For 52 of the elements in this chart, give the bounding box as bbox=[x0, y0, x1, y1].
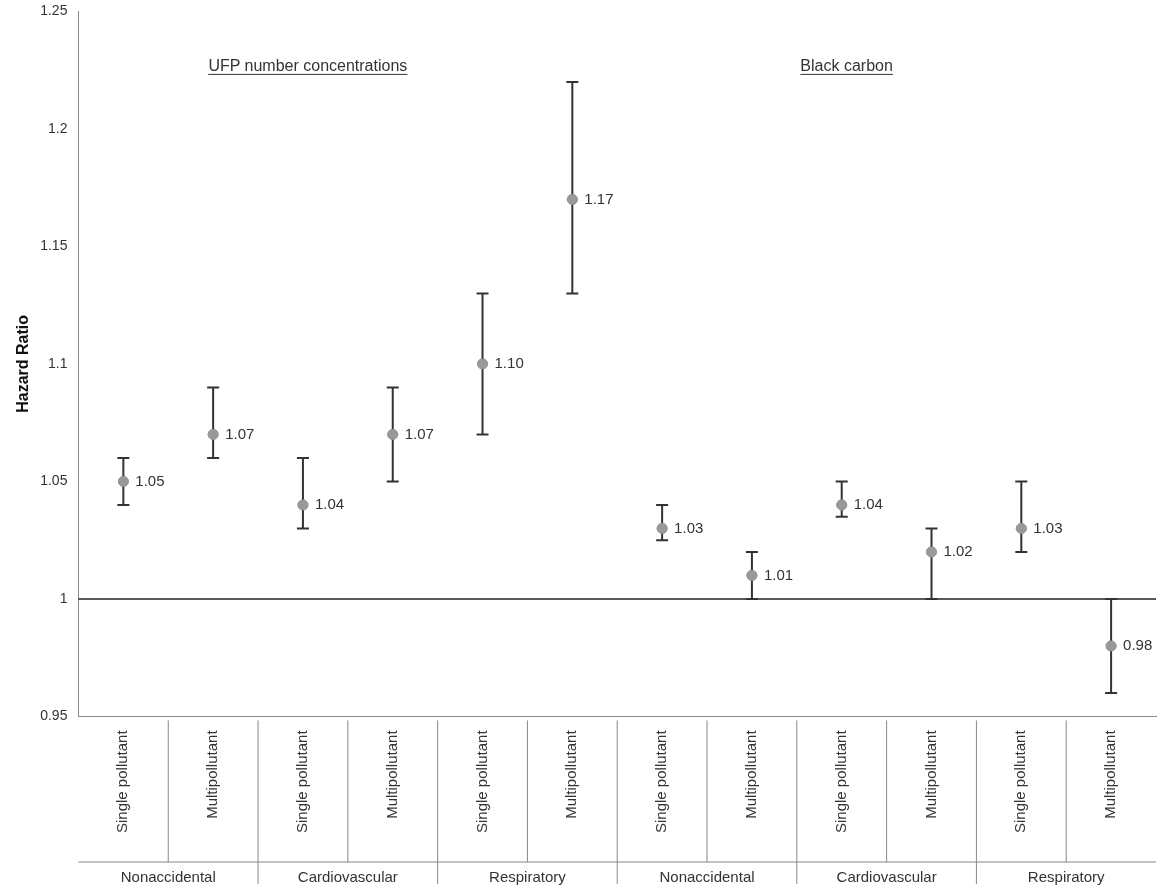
point bbox=[297, 499, 309, 511]
point bbox=[207, 428, 219, 440]
x-tick-label: Single pollutant bbox=[652, 729, 670, 833]
point bbox=[926, 546, 938, 558]
x-tick-label: Multipollutant bbox=[1101, 729, 1119, 819]
point bbox=[746, 569, 758, 581]
y-tick-label: 0.95 bbox=[40, 707, 68, 724]
point bbox=[477, 358, 489, 370]
y-tick-label: 1.15 bbox=[40, 237, 68, 254]
data-label: 1.03 bbox=[674, 518, 704, 536]
y-tick-label: 1 bbox=[59, 589, 68, 606]
text: Cardiovascular bbox=[297, 868, 398, 885]
data-label: 1.10 bbox=[494, 354, 524, 372]
x-tick-label: Multipollutant bbox=[203, 729, 221, 819]
data-label: 1.04 bbox=[853, 495, 883, 513]
y-tick-label: 1.1 bbox=[47, 354, 68, 371]
point bbox=[1015, 522, 1027, 534]
point bbox=[836, 499, 848, 511]
point bbox=[117, 475, 129, 487]
data-label: 1.07 bbox=[225, 424, 255, 442]
x-tick-label: Single pollutant bbox=[1011, 729, 1029, 833]
text: Nonaccidental bbox=[120, 868, 216, 885]
data-label: 1.03 bbox=[1033, 518, 1063, 536]
data-label: 1.05 bbox=[135, 471, 165, 489]
point bbox=[656, 522, 668, 534]
x-tick-label: Multipollutant bbox=[562, 729, 580, 819]
annotation: UFP number concentrations bbox=[208, 57, 408, 75]
x-tick-label: Multipollutant bbox=[921, 729, 939, 819]
x-tick-label: Multipollutant bbox=[382, 729, 400, 819]
y-axis-title: Hazard Ratio bbox=[14, 314, 32, 413]
data-label: 1.02 bbox=[943, 542, 973, 560]
point bbox=[1105, 640, 1117, 652]
x-tick-label: Single pollutant bbox=[831, 729, 849, 833]
text: Respiratory bbox=[1027, 868, 1106, 885]
text: Respiratory bbox=[489, 868, 567, 885]
x-tick-label: Single pollutant bbox=[472, 729, 490, 833]
y-tick-label: 1.05 bbox=[40, 472, 68, 489]
x-tick-label: Multipollutant bbox=[742, 729, 760, 819]
data-label: 1.07 bbox=[404, 424, 434, 442]
data-label: 1.17 bbox=[584, 189, 614, 207]
point bbox=[387, 428, 399, 440]
text: Cardiovascular bbox=[836, 868, 937, 885]
x-tick-label: Single pollutant bbox=[293, 729, 311, 833]
annotation: Black carbon bbox=[800, 57, 893, 75]
data-label: 0.98 bbox=[1123, 636, 1153, 654]
point bbox=[566, 193, 578, 205]
data-label: 1.04 bbox=[314, 495, 345, 513]
y-tick-label: 1.25 bbox=[40, 2, 68, 19]
data-label: 1.01 bbox=[763, 565, 794, 583]
text: Nonaccidental bbox=[659, 868, 755, 885]
y-tick-label: 1.2 bbox=[47, 119, 68, 136]
x-tick-label: Single pollutant bbox=[113, 729, 131, 833]
